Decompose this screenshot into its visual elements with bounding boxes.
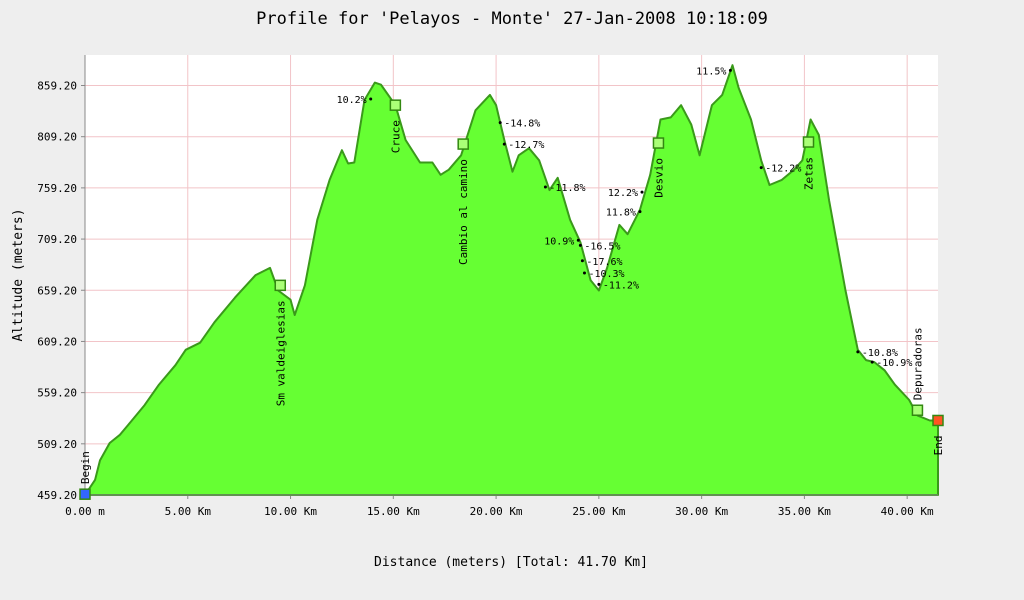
waypoint-marker [802, 136, 815, 148]
y-tick-label: 759.20 [37, 182, 77, 195]
x-tick-label: 10.00 Km [264, 505, 317, 518]
y-tick-label: 859.20 [37, 80, 77, 93]
elevation-area [84, 64, 939, 496]
grade-label: 10.2% [337, 95, 367, 106]
x-tick-label: 25.00 Km [572, 505, 625, 518]
waypoint-label: Cambio al camino [457, 159, 470, 265]
grade-point [582, 271, 586, 275]
grade-label: -10.8% [862, 348, 898, 359]
grade-label: 10.9% [544, 236, 574, 247]
grade-point [576, 238, 580, 242]
grade-point [369, 97, 373, 101]
x-tick-label: 5.00 Km [165, 505, 212, 518]
x-tick-label: 0.00 m [65, 505, 105, 518]
grade-label: -14.8% [504, 119, 540, 130]
waypoint-marker [911, 404, 924, 416]
grade-point [597, 282, 601, 286]
grade-label: 11.8% [606, 208, 636, 219]
x-tick-label: 35.00 Km [778, 505, 831, 518]
waypoint-marker [389, 99, 402, 111]
grade-point [728, 68, 732, 72]
y-tick-label: 609.20 [37, 335, 77, 348]
grade-label: -10.9% [876, 358, 912, 369]
waypoint-label: Cruce [389, 120, 402, 153]
x-tick-label: 40.00 Km [881, 505, 934, 518]
grade-point [870, 360, 874, 364]
y-tick-label: 709.20 [37, 233, 77, 246]
grade-label: -16.5% [584, 241, 620, 252]
grade-label: -11.8% [549, 183, 585, 194]
grade-point [498, 121, 502, 125]
y-tick-label: 659.20 [37, 284, 77, 297]
grade-point [638, 210, 642, 214]
waypoint-marker [652, 137, 665, 149]
x-axis-title: Distance (meters) [Total: 41.70 Km] [374, 555, 648, 570]
waypoint-label: Desvio [652, 158, 665, 198]
y-axis-title: Altitude (meters) [11, 208, 26, 341]
grade-label: -12.2% [765, 164, 801, 175]
waypoint-marker [457, 138, 469, 150]
y-tick-label: 809.20 [37, 131, 77, 144]
y-tick-label: 509.20 [37, 438, 77, 451]
y-tick-label: 459.20 [37, 489, 77, 502]
grade-label: -10.3% [588, 269, 624, 280]
waypoint-label: Begin [79, 451, 92, 484]
grade-label: -12.7% [508, 140, 544, 151]
grade-point [640, 190, 644, 194]
waypoint-label: End [932, 435, 945, 455]
grade-point [502, 142, 506, 146]
chart-title: Profile for 'Pelayos - Monte' 27-Jan-200… [256, 9, 768, 29]
waypoint-marker [932, 414, 944, 427]
waypoint-label: Depuradoras [911, 327, 924, 400]
grade-point [578, 243, 582, 247]
grade-label: -17.6% [586, 257, 622, 268]
waypoint-marker [274, 279, 287, 292]
waypoint-marker [79, 488, 91, 500]
grade-label: -11.2% [603, 280, 639, 291]
y-tick-label: 559.20 [37, 387, 77, 400]
grade-point [580, 259, 584, 263]
waypoint-label: Zetas [803, 157, 816, 190]
waypoint-label: Sm valdeiglesias [274, 300, 287, 406]
x-tick-label: 20.00 Km [470, 505, 523, 518]
x-tick-label: 30.00 Km [675, 505, 728, 518]
grade-point [856, 350, 860, 354]
grade-label: 11.5% [696, 66, 726, 77]
grade-label: 12.2% [608, 188, 638, 199]
grade-point [543, 185, 547, 189]
grade-point [759, 166, 763, 170]
x-tick-label: 15.00 Km [367, 505, 420, 518]
